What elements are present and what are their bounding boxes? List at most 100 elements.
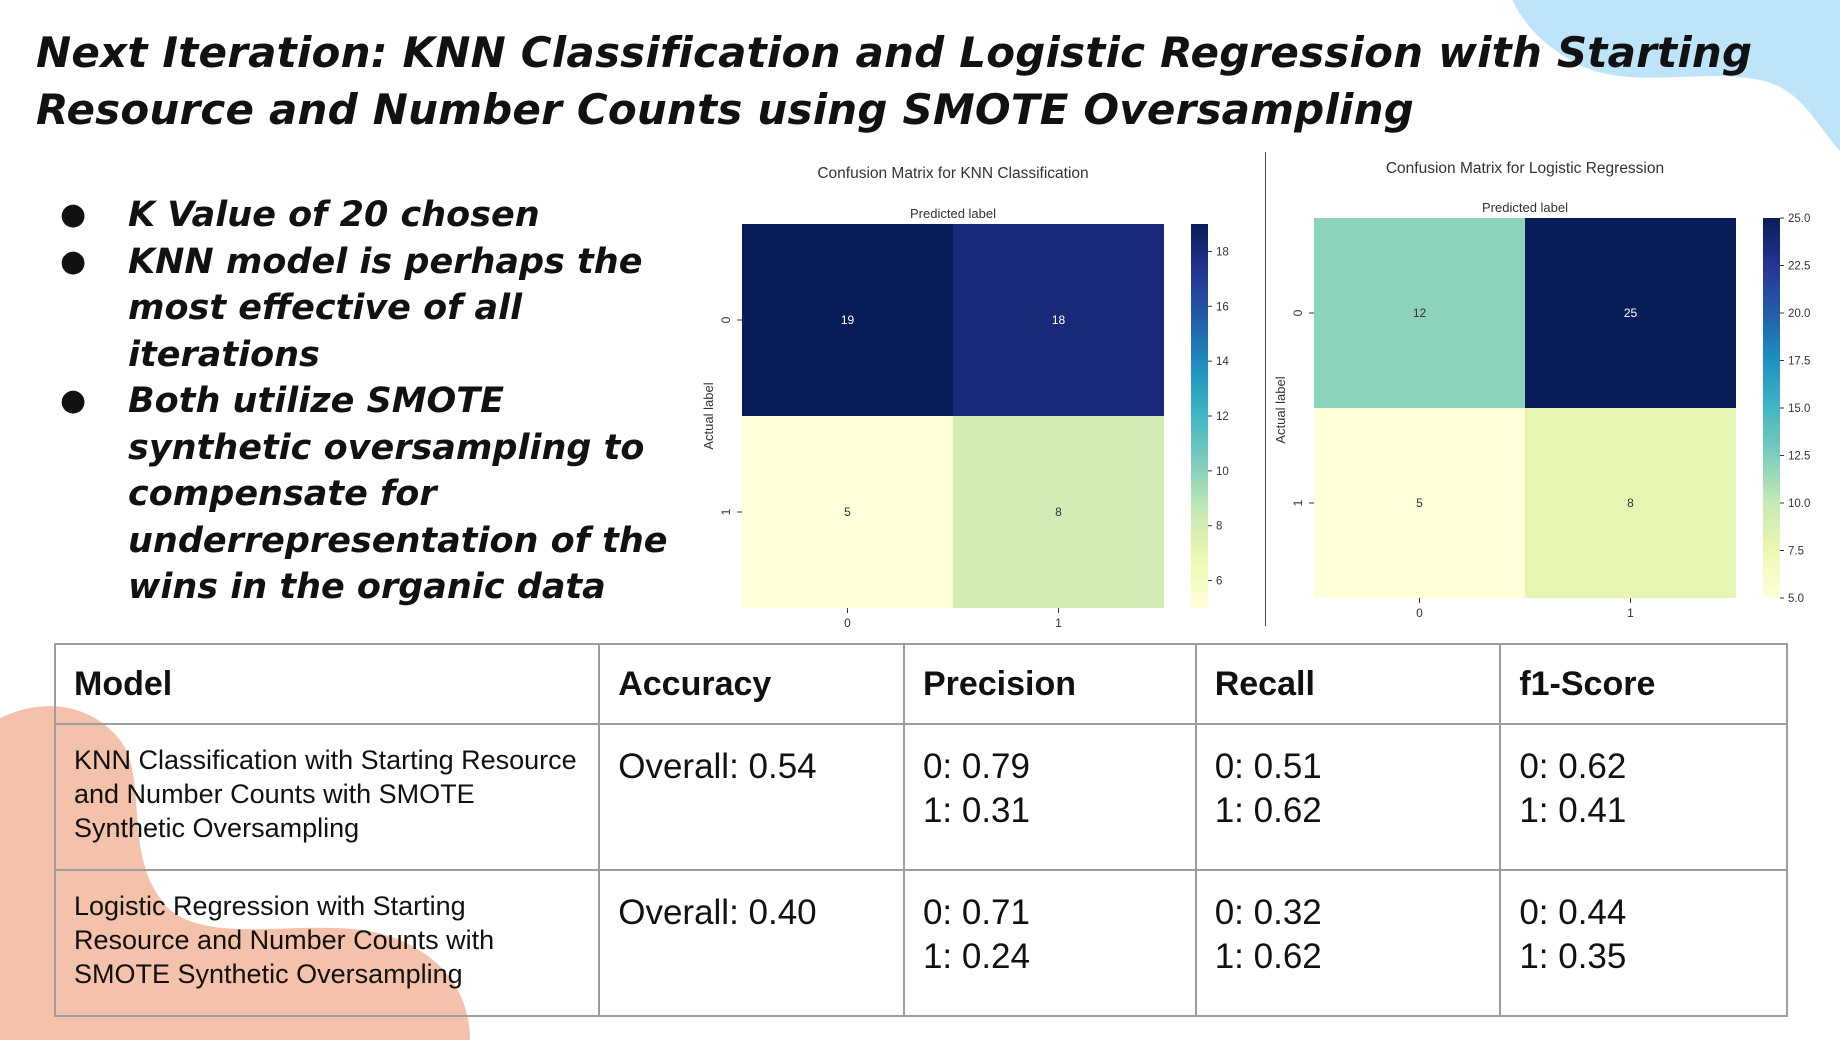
precision-cell: 0: 0.71 1: 0.24 [902,869,1197,1017]
header-recall: Recall [1194,643,1502,725]
precision-class-0: 0: 0.79 [922,747,1030,786]
recall-class-1: 1: 0.62 [1214,791,1322,830]
cell-value-label: 5 [844,505,851,519]
y-tick-label: 1 [719,508,733,515]
cell-value-label: 5 [1416,496,1423,510]
colorbar-tick-label: 18 [1216,246,1229,258]
colorbar-tick-label: 7.5 [1788,546,1804,558]
x-tick-label: 1 [1627,606,1634,620]
f1-class-1: 1: 0.41 [1519,791,1627,830]
chart-title: Confusion Matrix for Logistic Regression [1386,160,1664,177]
cell-values: 12 25 5 8 [1413,306,1638,510]
colorbar-tick-label: 5.0 [1788,593,1804,605]
x-tick-label: 1 [1055,616,1062,630]
colorbar-tick-label: 20.0 [1788,308,1810,320]
header-precision: Precision [902,643,1197,725]
recall-cell: 0: 0.32 1: 0.62 [1194,869,1502,1017]
colorbar-tick-label: 12 [1216,411,1229,423]
table-header-row: Model Accuracy Precision Recall f1-Score [53,643,1788,725]
cell-value-label: 18 [1052,313,1066,327]
bullet-list: ● K Value of 20 chosen ● KNN model is perh… [56,192,686,611]
heatmap-cells [1314,218,1736,598]
colorbar-tick-label: 12.5 [1788,451,1810,463]
header-model: Model [53,643,601,725]
colorbar-ticks: 5.0 7.5 10.0 12.5 15.0 17.5 20.0 22.5 25.0 [1780,213,1810,605]
bullet-text: Both utilize SMOTE synthetic oversamplin… [128,381,668,607]
colorbar-tick-label: 10.0 [1788,498,1810,510]
y-ticks: 01 [719,316,742,515]
f1-score-cell: 0: 0.44 1: 0.35 [1499,869,1788,1017]
y-ticks: 01 [1291,309,1314,506]
table-row: Logistic Regression with Starting Resour… [53,869,1788,1017]
model-name-cell: Logistic Regression with Starting Resour… [53,869,601,1017]
colorbar-tick-label: 17.5 [1788,356,1810,368]
precision-cell: 0: 0.79 1: 0.31 [902,723,1197,871]
bullet-item: ● Both utilize SMOTE synthetic oversampli… [56,378,686,611]
confusion-matrix-logreg-chart: Confusion Matrix for Logistic Regression… [1273,160,1810,620]
x-tick-label: 0 [1416,606,1423,620]
colorbar-tick-label: 8 [1216,521,1222,533]
chart-divider [1265,152,1266,626]
colorbar-tick-label: 10 [1216,466,1229,478]
colorbar-tick-label: 25.0 [1788,213,1810,225]
recall-class-0: 0: 0.32 [1214,893,1322,932]
header-f1-score: f1-Score [1499,643,1788,725]
x-axis-label: Predicted label [1482,200,1568,215]
y-tick-label: 1 [1291,499,1305,506]
heatmap-cell [953,416,1164,608]
bullet-dot: ● [60,197,87,232]
precision-class-1: 1: 0.24 [922,937,1030,976]
colorbar-tick-label: 14 [1216,356,1229,368]
colorbar-tick-label: 15.0 [1788,403,1810,415]
bullet-text: KNN model is perhaps the most effective … [128,241,643,375]
precision-class-0: 0: 0.71 [922,893,1030,932]
heatmap-cell [742,416,953,608]
heatmap-cell [1314,408,1525,598]
heatmap-cell [742,224,953,416]
precision-class-1: 1: 0.31 [922,791,1030,830]
accuracy-cell: Overall: 0.54 [598,723,905,871]
cell-value-label: 8 [1055,505,1062,519]
f1-class-1: 1: 0.35 [1519,937,1627,976]
colorbar-ticks: 6 8 10 12 14 16 18 [1208,246,1229,588]
heatmap-cell [1525,218,1736,408]
chart-title: Confusion Matrix for KNN Classification [817,165,1088,182]
bullet-dot: ● [60,383,87,418]
heatmap-cell [1314,218,1525,408]
colorbar-tick-label: 22.5 [1788,261,1810,273]
recall-class-1: 1: 0.62 [1214,937,1322,976]
cell-value-label: 8 [1627,496,1634,510]
bullet-dot: ● [60,243,87,279]
table-row: KNN Classification with Starting Resourc… [53,723,1788,871]
cell-value-label: 19 [841,313,855,327]
cell-values: 19 18 5 8 [841,313,1066,519]
y-axis-label: Actual label [1273,376,1288,443]
y-tick-label: 0 [719,316,733,323]
colorbar [1191,224,1208,608]
recall-cell: 0: 0.51 1: 0.62 [1194,723,1502,871]
y-axis-label: Actual label [701,382,716,449]
cell-value-label: 12 [1413,306,1427,320]
model-name-cell: KNN Classification with Starting Resourc… [53,723,601,871]
slide-title: Next Iteration: KNN Classification and L… [36,28,1753,134]
x-axis-label: Predicted label [910,206,996,221]
f1-score-cell: 0: 0.62 1: 0.41 [1499,723,1788,871]
decorative-blob-blue [1512,0,1840,152]
colorbar-tick-label: 16 [1216,301,1229,313]
f1-class-0: 0: 0.44 [1519,893,1627,932]
heatmap-cell [1525,408,1736,598]
bullet-text: K Value of 20 chosen [128,195,540,235]
y-tick-label: 0 [1291,309,1305,316]
metrics-table: Model Accuracy Precision Recall f1-Score… [53,643,1788,1017]
x-tick-label: 0 [844,616,851,630]
bullet-item: ● K Value of 20 chosen [56,192,686,239]
f1-class-0: 0: 0.62 [1519,747,1627,786]
heatmap-cells [742,224,1164,608]
bullet-item: ● KNN model is perhaps the most effective… [56,239,686,379]
heatmap-cell [953,224,1164,416]
header-accuracy: Accuracy [598,643,905,725]
colorbar [1763,218,1780,598]
cell-value-label: 25 [1624,306,1638,320]
